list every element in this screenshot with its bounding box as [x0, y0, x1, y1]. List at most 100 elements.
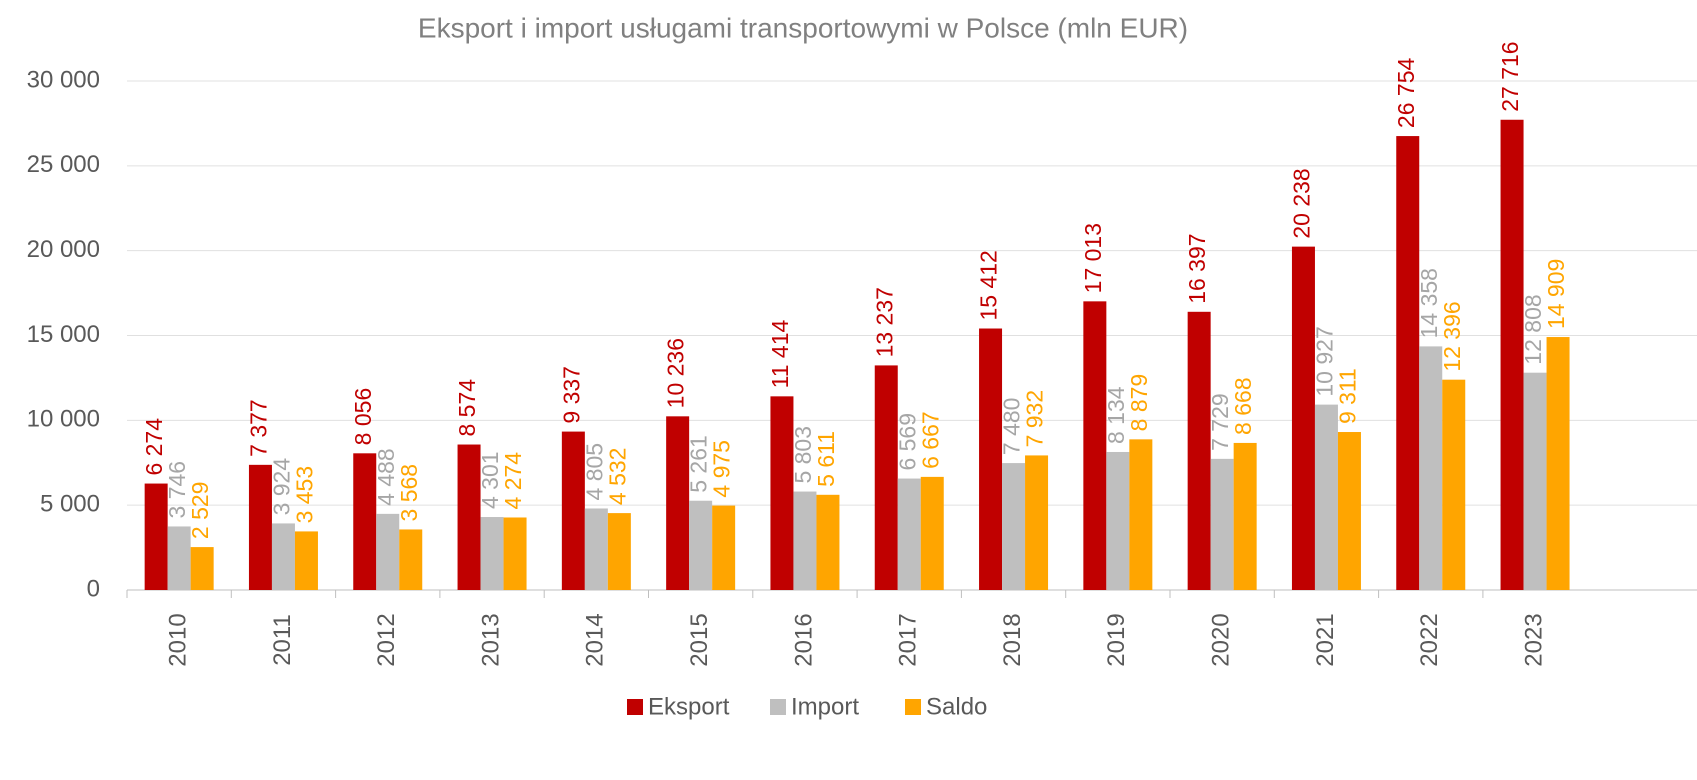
y-tick-label: 25 000	[27, 151, 100, 178]
bar	[353, 453, 377, 590]
value-label: 27 716	[1497, 41, 1523, 111]
legend-label: Eksport	[648, 693, 730, 720]
value-label: 6 274	[141, 418, 167, 476]
bar	[1210, 458, 1234, 590]
bar	[770, 396, 794, 590]
bar	[1396, 136, 1420, 591]
value-label: 2 529	[187, 482, 213, 540]
value-label: 3 568	[396, 464, 422, 522]
value-label: 10 927	[1312, 326, 1338, 396]
bar	[712, 505, 736, 590]
value-label: 5 261	[686, 435, 712, 493]
legend-swatch	[627, 699, 643, 715]
value-label: 3 453	[292, 466, 318, 524]
value-label: 7 729	[1207, 393, 1233, 451]
bar	[920, 476, 944, 590]
value-label: 17 013	[1080, 223, 1106, 293]
bar	[793, 491, 817, 590]
bar	[1106, 451, 1130, 590]
y-tick-label: 5 000	[40, 491, 100, 518]
value-label: 8 056	[350, 388, 376, 446]
value-label: 14 909	[1543, 259, 1569, 329]
value-label: 14 358	[1416, 268, 1442, 338]
y-tick-label: 10 000	[27, 406, 100, 433]
bar	[457, 444, 481, 590]
value-label: 4 301	[477, 451, 503, 509]
value-label: 8 574	[454, 379, 480, 437]
bar	[1546, 337, 1570, 590]
value-label: 9 337	[558, 366, 584, 424]
bar	[979, 328, 1003, 590]
x-tick-label: 2020	[1207, 613, 1234, 666]
y-tick-label: 20 000	[27, 236, 100, 263]
bar	[1002, 463, 1026, 590]
x-tick-label: 2021	[1312, 613, 1339, 666]
y-tick-label: 15 000	[27, 321, 100, 348]
value-label: 15 412	[976, 250, 1002, 320]
value-label: 6 569	[894, 413, 920, 471]
value-label: 20 238	[1289, 168, 1315, 238]
bar	[1083, 301, 1107, 590]
bar	[1129, 439, 1153, 590]
bar	[1233, 442, 1257, 590]
value-label: 4 488	[373, 448, 399, 506]
value-label: 5 803	[790, 426, 816, 484]
value-label: 16 397	[1184, 233, 1210, 303]
value-label: 11 414	[767, 319, 793, 388]
bar	[294, 531, 318, 590]
bar	[874, 365, 898, 590]
value-label: 4 805	[581, 443, 607, 501]
bar	[1500, 119, 1524, 591]
value-label: 9 311	[1335, 368, 1361, 424]
chart-title: Eksport i import usługami transportowymi…	[418, 12, 1188, 43]
value-label: 26 754	[1393, 58, 1419, 129]
value-label: 4 274	[500, 452, 526, 510]
bar	[190, 547, 214, 590]
bar	[1291, 246, 1315, 590]
x-tick-label: 2015	[686, 613, 713, 666]
value-label: 8 879	[1126, 374, 1152, 432]
bar	[561, 431, 585, 590]
legend-label: Saldo	[926, 693, 987, 720]
value-label: 10 236	[663, 338, 689, 408]
bar	[689, 500, 713, 590]
bar	[167, 526, 191, 590]
value-label: 7 932	[1022, 390, 1048, 448]
bar	[376, 513, 400, 590]
value-label: 4 532	[604, 448, 630, 506]
bar	[1314, 404, 1338, 590]
value-label: 13 237	[871, 287, 897, 357]
value-label: 4 975	[709, 440, 735, 498]
x-tick-label: 2019	[1103, 613, 1130, 666]
bar	[666, 416, 690, 590]
bar	[1523, 372, 1547, 590]
value-label: 8 134	[1103, 386, 1129, 444]
bar	[1337, 432, 1361, 590]
bar	[816, 494, 840, 590]
legend-swatch	[770, 699, 786, 715]
bar	[897, 478, 921, 590]
x-tick-label: 2010	[164, 613, 191, 666]
legend-swatch	[905, 699, 921, 715]
value-label: 7 377	[246, 399, 272, 457]
legend-label: Import	[791, 693, 859, 720]
x-tick-label: 2016	[790, 613, 817, 666]
value-label: 12 396	[1439, 301, 1465, 371]
bar	[271, 523, 295, 590]
y-tick-label: 0	[87, 575, 100, 602]
x-tick-label: 2012	[373, 613, 400, 666]
value-label: 3 746	[164, 461, 190, 519]
bar	[503, 517, 527, 590]
value-label: 3 924	[269, 458, 295, 516]
value-label: 12 808	[1520, 294, 1546, 364]
x-tick-label: 2023	[1520, 613, 1547, 666]
bar	[144, 483, 168, 590]
bar	[607, 513, 631, 590]
value-label: 5 611	[813, 431, 839, 487]
bar	[1419, 346, 1443, 590]
bar	[248, 464, 272, 590]
x-tick-label: 2018	[999, 613, 1026, 666]
x-tick-label: 2022	[1416, 613, 1443, 666]
